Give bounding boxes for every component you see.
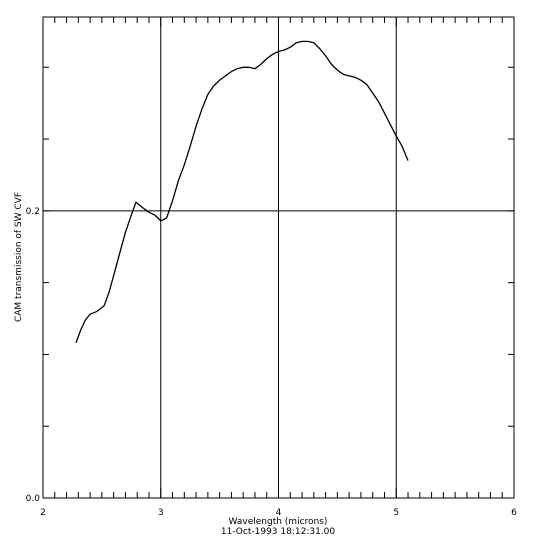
y-axis-title: CAM transmission of SW CVF	[14, 192, 24, 322]
y-tick-labels: 0.0 0.2	[26, 207, 41, 504]
axis-ticks	[43, 17, 514, 498]
x-tick-label: 2	[40, 508, 46, 518]
x-tick-label: 6	[511, 508, 517, 518]
x-tick-labels: 2 3 4 5 6	[40, 508, 517, 518]
x-tick-label: 4	[276, 508, 282, 518]
x-tick-label: 3	[158, 508, 164, 518]
y-tick-label: 0.2	[26, 207, 40, 217]
timestamp-label: 11-Oct-1993 18:12:31.00	[221, 527, 336, 537]
y-tick-label: 0.0	[26, 494, 41, 504]
grid-lines	[43, 17, 514, 498]
x-axis-title: Wavelength (microns)	[229, 517, 328, 527]
series-layer	[75, 40, 409, 344]
series-line-0	[75, 40, 409, 344]
x-tick-label: 5	[393, 508, 399, 518]
